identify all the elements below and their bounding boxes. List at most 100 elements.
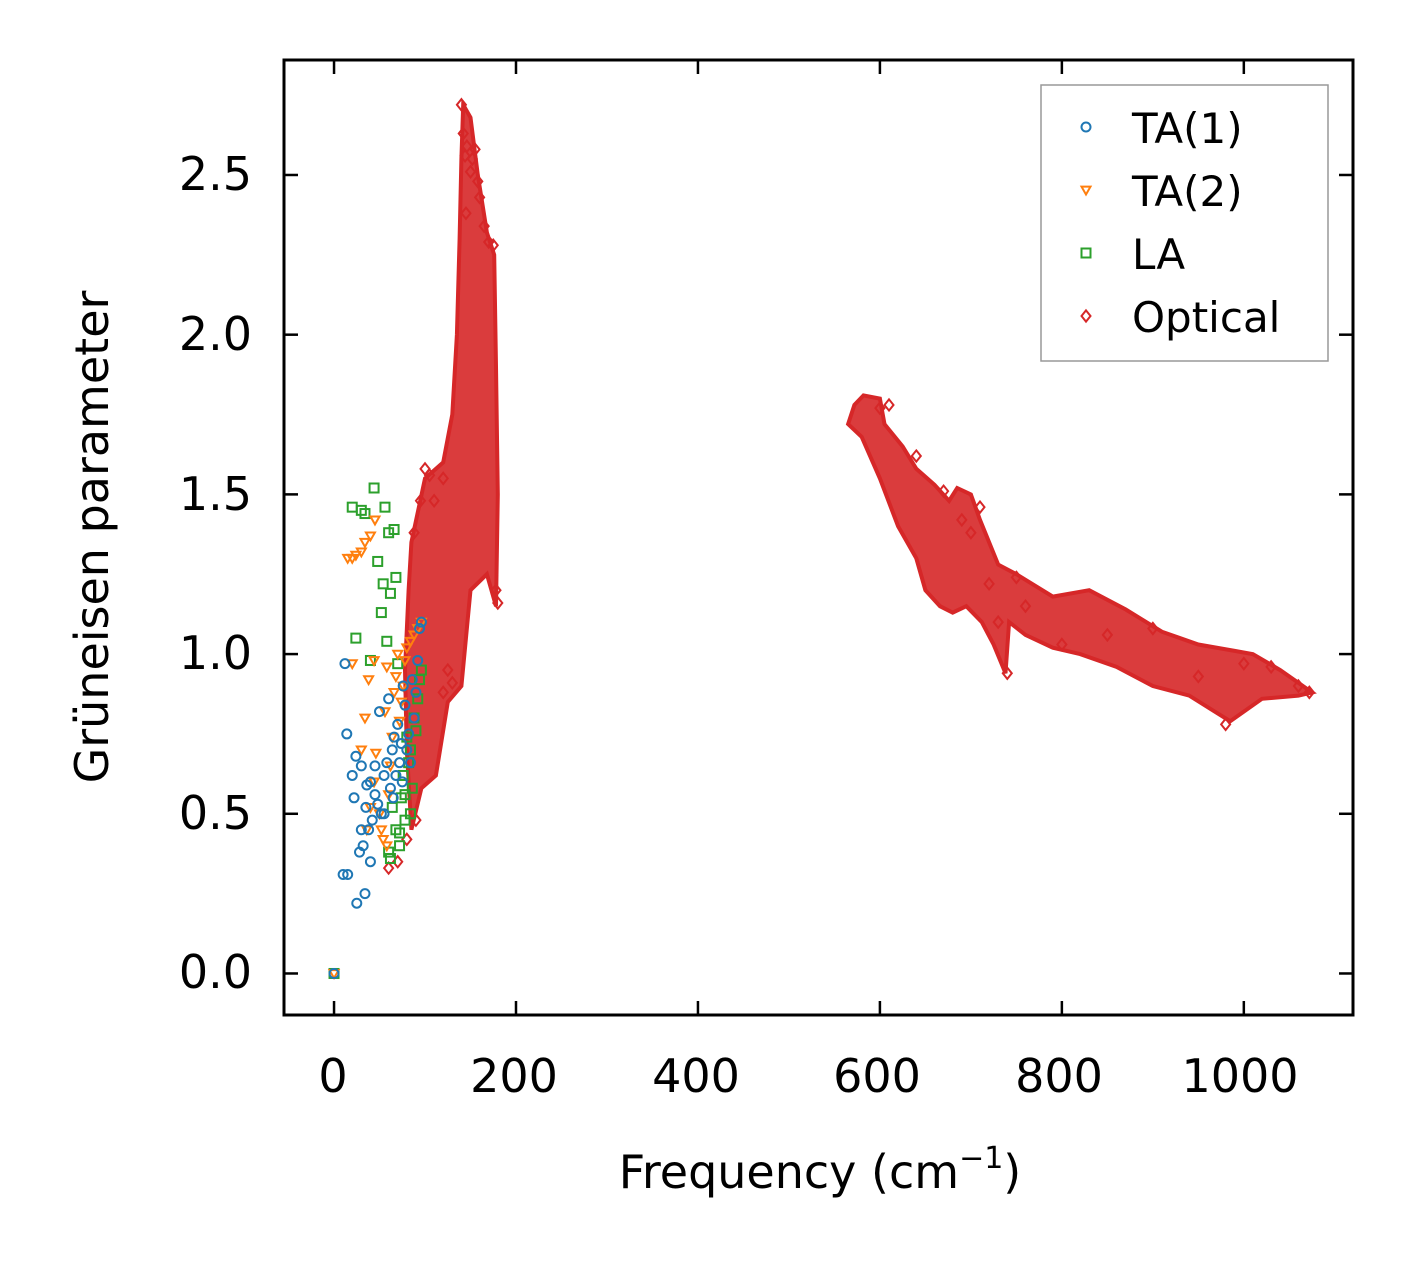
- point-ta-2: [407, 630, 421, 642]
- point-la: [415, 664, 427, 676]
- point-optical: [437, 471, 449, 486]
- point-ta-1: [401, 744, 413, 756]
- x-axis-title: Frequency (cm−1): [619, 1141, 1022, 1199]
- point-optical: [472, 174, 484, 189]
- point-ta-1: [395, 738, 407, 750]
- point-la: [406, 782, 418, 794]
- data-points: [327, 97, 1316, 980]
- legend-label-ta1: TA(1): [1131, 104, 1243, 153]
- point-optical: [1056, 637, 1068, 652]
- point-ta-1: [412, 654, 424, 666]
- point-ta-2: [355, 745, 368, 757]
- point-ta-1: [390, 769, 402, 781]
- point-la: [384, 587, 396, 599]
- point-optical: [478, 218, 490, 234]
- point-ta-1: [387, 792, 399, 804]
- point-optical: [1001, 666, 1014, 681]
- point-ta-2: [369, 748, 383, 760]
- point-ta-1: [346, 769, 358, 781]
- point-ta-2: [404, 636, 417, 648]
- point-ta-2: [415, 617, 428, 629]
- point-ta-1: [328, 967, 340, 979]
- point-ta-2: [364, 803, 377, 814]
- legend: TA(1) TA(2) LA Optical: [1040, 84, 1329, 362]
- point-optical: [408, 525, 420, 540]
- point-ta-1: [350, 750, 362, 762]
- point-la: [384, 852, 396, 864]
- legend-markers: [1079, 121, 1093, 324]
- point-la: [397, 769, 409, 781]
- point-ta-1: [366, 814, 378, 826]
- point-ta-2: [380, 841, 394, 853]
- point-la: [372, 555, 384, 567]
- point-ta-1: [355, 760, 367, 772]
- point-ta-1: [342, 868, 354, 880]
- point-optical: [1010, 570, 1023, 585]
- point-optical: [492, 595, 504, 611]
- point-optical: [874, 400, 886, 416]
- point-optical: [446, 675, 459, 691]
- x-tick-label: 400: [652, 1049, 740, 1103]
- point-ta-2: [395, 697, 408, 709]
- point-ta-1: [404, 757, 416, 769]
- point-optical: [1303, 685, 1316, 700]
- y-tick-label: 2.5: [179, 147, 252, 201]
- y-tick-labels: 0.0 0.5 1.0 1.5 2.0 2.5: [179, 147, 252, 999]
- point-optical: [1265, 659, 1277, 675]
- point-ta-1: [341, 728, 353, 740]
- point-ta-1: [378, 808, 390, 820]
- point-optical: [1019, 598, 1032, 614]
- y-tick-label: 1.0: [179, 626, 252, 680]
- point-la: [412, 693, 424, 705]
- point-la: [364, 654, 376, 666]
- point-optical: [974, 499, 986, 515]
- point-la: [399, 789, 411, 801]
- point-optical: [983, 576, 995, 592]
- point-ta-1: [396, 776, 408, 788]
- point-ta-1: [408, 712, 420, 724]
- point-optical: [1292, 678, 1305, 694]
- point-ta-1: [410, 686, 422, 698]
- point-ta-1: [399, 699, 411, 711]
- point-ta-1: [386, 744, 398, 756]
- y-tick-label: 1.5: [179, 467, 252, 521]
- legend-marker-optical: [1080, 308, 1092, 324]
- point-ta-2: [391, 649, 404, 661]
- point-optical: [473, 190, 486, 205]
- point-optical: [1101, 627, 1114, 643]
- point-ta-2: [327, 969, 341, 980]
- point-ta-1: [339, 658, 351, 670]
- point-la: [404, 808, 416, 820]
- point-optical: [910, 448, 923, 464]
- x-tick-label: 1000: [1181, 1049, 1298, 1103]
- point-optical: [459, 148, 471, 164]
- point-ta-2: [378, 707, 392, 719]
- point-ta-2: [368, 515, 382, 527]
- point-ta-2: [382, 790, 395, 802]
- point-optical: [460, 206, 472, 221]
- point-ta-1: [378, 769, 390, 781]
- legend-marker-ta-2: [1079, 185, 1093, 197]
- point-optical: [466, 151, 479, 167]
- point-ta-1: [357, 840, 369, 852]
- point-optical: [956, 512, 968, 528]
- axis-ticks: [284, 60, 1353, 1015]
- point-la: [375, 607, 387, 619]
- point-ta-1: [384, 782, 396, 794]
- point-la: [368, 482, 380, 494]
- point-ta-1: [369, 760, 381, 772]
- y-axis-title: Grüneisen parameter: [65, 290, 119, 783]
- point-ta-1: [364, 856, 376, 868]
- point-optical: [437, 685, 449, 700]
- point-la: [359, 508, 371, 520]
- y-tick-label: 0.0: [179, 945, 252, 999]
- point-optical: [1238, 656, 1250, 671]
- point-ta-1: [363, 824, 375, 836]
- point-ta-1: [369, 789, 381, 801]
- point-ta-2: [375, 825, 388, 837]
- point-ta-1: [337, 868, 349, 880]
- x-tick-label: 800: [1015, 1049, 1103, 1103]
- point-optical: [883, 397, 895, 413]
- point-ta-2: [396, 681, 410, 693]
- point-ta-2: [400, 643, 414, 655]
